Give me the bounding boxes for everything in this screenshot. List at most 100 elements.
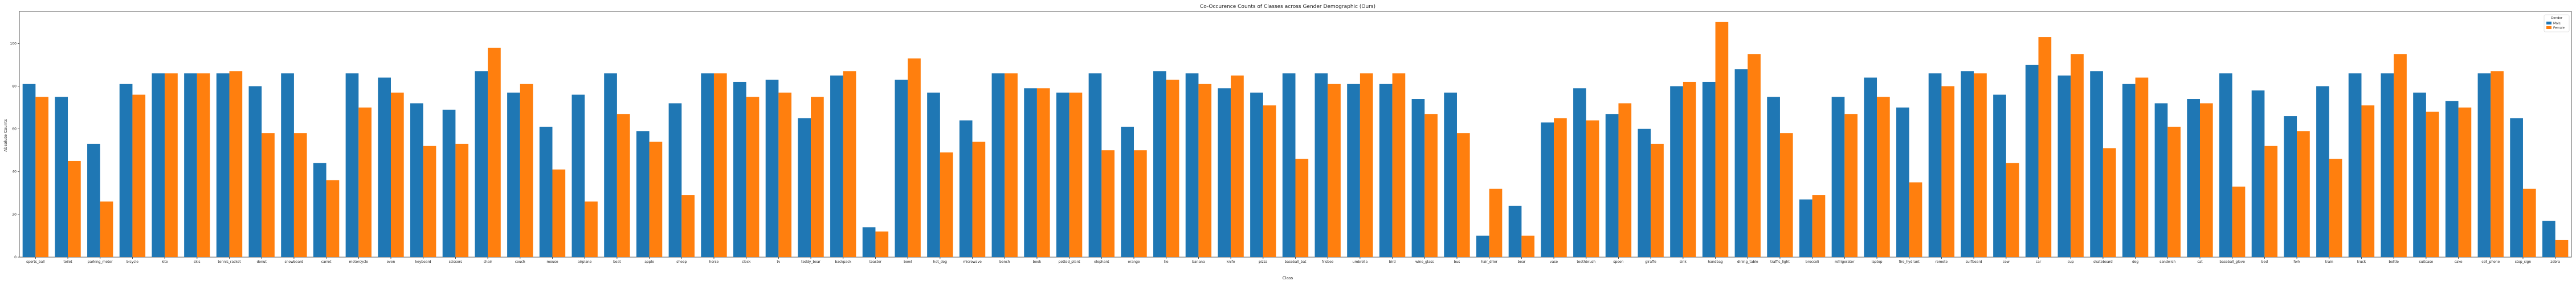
x-tick-label-oven: oven <box>387 260 395 264</box>
x-tick-label-giraffe: giraffe <box>1645 260 1656 264</box>
bar-female-hot_dog <box>940 152 953 257</box>
bar-female-apple <box>649 142 663 257</box>
bar-male-bed <box>2251 90 2265 257</box>
bar-female-laptop <box>1877 97 1890 257</box>
bar-female-elephant <box>1101 150 1115 257</box>
bar-male-airplane <box>571 94 585 258</box>
y-tick-label: 0 <box>14 255 17 259</box>
bar-female-dog <box>2135 77 2149 257</box>
x-tick-label-refrigerator: refrigerator <box>1835 260 1855 264</box>
bar-female-stop_sign <box>2522 188 2536 257</box>
y-tick-label: 60 <box>12 127 17 131</box>
bar-male-oven <box>378 77 391 257</box>
bar-male-wine_glass <box>1411 99 1425 257</box>
bar-female-traffic_light <box>1779 133 1793 257</box>
legend-label-male: Male <box>2553 22 2561 26</box>
bar-male-toilet <box>55 97 68 257</box>
x-tick-label-orange: orange <box>1128 260 1140 264</box>
bar-female-tie <box>1166 80 1179 258</box>
bar-male-cake <box>2445 101 2459 257</box>
bar-male-potted_plant <box>1056 92 1069 257</box>
bar-female-surfboard <box>1974 73 1987 257</box>
bar-male-cat <box>2187 99 2200 257</box>
bar-male-truck <box>2348 73 2362 257</box>
x-tick-label-bed: bed <box>2261 260 2268 264</box>
x-tick-label-potted_plant: potted_plant <box>1059 260 1081 264</box>
bar-male-skateboard <box>2090 71 2103 257</box>
x-tick-label-chair: chair <box>484 260 492 264</box>
bar-male-tie <box>1153 71 1166 257</box>
bar-female-train <box>2329 159 2342 257</box>
bar-female-umbrella <box>1360 73 1373 257</box>
bar-female-clock <box>746 97 760 257</box>
bar-male-boat <box>604 73 617 257</box>
x-tick-label-stop_sign: stop_sign <box>2515 260 2532 264</box>
x-tick-label-bicycle: bicycle <box>126 260 138 264</box>
bar-female-remote <box>1941 86 1955 257</box>
bar-female-sandwich <box>2167 126 2181 257</box>
x-tick-label-sports_ball: sports_ball <box>26 260 45 264</box>
x-tick-label-elephant: elephant <box>1094 260 1109 264</box>
legend-label-female: Female <box>2553 27 2565 30</box>
bar-female-banana <box>1198 84 1212 257</box>
bar-male-cow <box>1993 94 2006 258</box>
bar-male-stop_sign <box>2510 118 2523 257</box>
bar-male-skis <box>184 73 197 257</box>
bar-male-bird <box>1379 84 1393 257</box>
bar-male-dining_table <box>1734 69 1748 257</box>
bar-female-suitcase <box>2426 111 2439 257</box>
bar-female-wine_glass <box>1424 114 1438 257</box>
bar-female-kite <box>165 73 178 257</box>
x-tick-label-sandwich: sandwich <box>2159 260 2175 264</box>
x-tick-label-horse: horse <box>709 260 719 264</box>
x-tick-label-surfboard: surfboard <box>1966 260 1982 264</box>
bar-male-book <box>1024 88 1037 257</box>
bar-female-giraffe <box>1651 143 1664 257</box>
x-tick-label-baseball_bat: baseball_bat <box>1285 260 1307 264</box>
x-tick-label-cow: cow <box>2003 260 2010 264</box>
bar-female-spoon <box>1618 103 1632 257</box>
bar-male-fork <box>2284 116 2297 257</box>
bar-male-backpack <box>830 75 843 257</box>
y-tick-label: 20 <box>12 213 17 217</box>
bar-male-sports_ball <box>22 84 36 257</box>
x-tick-label-toaster: toaster <box>869 260 882 264</box>
bar-male-bottle <box>2381 73 2394 257</box>
bar-female-vase <box>1554 118 1567 257</box>
bar-female-skis <box>197 73 210 257</box>
bar-female-bottle <box>2394 54 2407 257</box>
plot-area: 0 20 40 60 80 100 sports_ball toilet parking_met… <box>10 11 2572 264</box>
bar-female-sheep <box>681 195 695 257</box>
bar-male-teddy_bear <box>798 118 811 257</box>
x-tick-label-baseball_glove: baseball_glove <box>2219 260 2245 264</box>
y-axis-label: Absolute Counts <box>3 119 8 152</box>
bar-female-baseball_bat <box>1295 159 1309 257</box>
bar-male-baseball_glove <box>2219 73 2232 257</box>
x-tick-label-tie: tie <box>1164 260 1169 264</box>
bar-male-toothbrush <box>1573 88 1586 257</box>
legend-swatch-female <box>2546 26 2551 29</box>
x-tick-label-bottle: bottle <box>2389 260 2399 264</box>
legend-swatch-male <box>2546 22 2551 24</box>
x-tick-label-tennis_racket: tennis_racket <box>218 260 241 264</box>
bar-male-vase <box>1541 122 1554 257</box>
bar-female-cell_phone <box>2491 71 2504 257</box>
x-tick-label-keyboard: keyboard <box>415 260 431 264</box>
x-tick-label-dog: dog <box>2132 260 2138 264</box>
bar-female-handbag <box>1715 22 1729 258</box>
bar-male-broccoli <box>1799 199 1812 257</box>
x-tick-label-microwave: microwave <box>963 260 982 264</box>
x-tick-label-dining_table: dining_table <box>1737 260 1758 264</box>
x-tick-label-skis: skis <box>194 260 200 264</box>
bar-female-bicycle <box>132 94 146 258</box>
bar-female-microwave <box>972 142 986 257</box>
x-tick-label-bench: bench <box>999 260 1010 264</box>
legend-title: Gender <box>2551 16 2563 20</box>
x-tick-label-hair_drier: hair_drier <box>1481 260 1497 264</box>
bar-male-scissors <box>442 109 456 258</box>
x-tick-label-handbag: handbag <box>1708 260 1723 264</box>
x-tick-label-clock: clock <box>742 260 751 264</box>
bar-female-bear <box>1521 236 1535 257</box>
bar-male-tv <box>765 80 779 258</box>
